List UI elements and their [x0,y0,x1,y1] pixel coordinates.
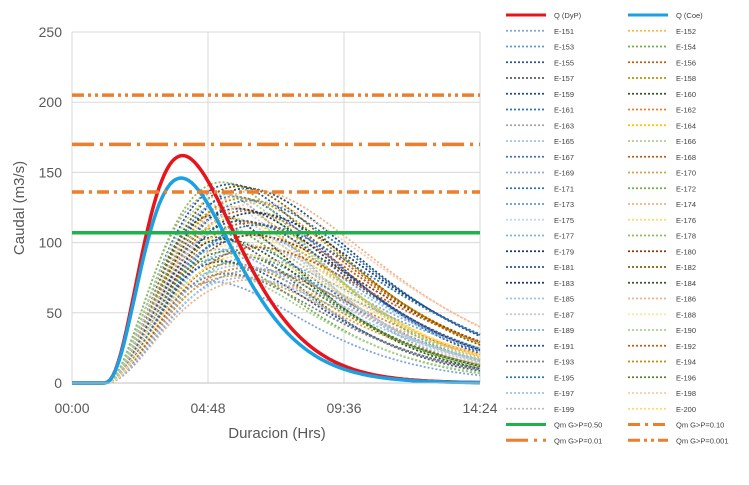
legend-label: E-189 [554,326,574,335]
x-tick-label: 00:00 [54,400,89,416]
legend-label: E-154 [676,43,696,52]
legend: Q (DyP) Q (Coe) E-151 E-152 E-153 E-154 E-155 E… [506,11,729,445]
x-tick-label: 14:24 [462,400,497,416]
ensemble-line [72,242,481,384]
x-tick-label: 09:36 [326,400,361,416]
legend-label: E-184 [676,279,696,288]
legend-label: E-194 [676,358,696,367]
y-tick-label: 250 [39,24,63,40]
x-axis-label: Duracion (Hrs) [228,425,326,442]
y-tick-label: 150 [39,164,63,180]
legend-label: E-170 [676,169,696,178]
legend-label: E-180 [676,247,696,256]
ensemble-line [72,189,481,384]
legend-label: E-159 [554,90,574,99]
legend-label: Q (DyP) [554,11,582,20]
ensemble-line [72,280,481,384]
series-line [72,176,480,385]
ensemble-line [72,268,481,384]
ensemble-line [72,193,481,384]
legend-label: E-151 [554,27,574,36]
legend-label: E-173 [554,200,574,209]
legend-label: E-167 [554,153,574,162]
legend-label: E-171 [554,184,574,193]
legend-label: E-169 [554,169,574,178]
legend-label: E-177 [554,232,574,241]
x-tick-label: 04:48 [190,400,225,416]
legend-label: E-166 [676,137,696,146]
plot-area [72,93,481,385]
legend-label: E-192 [676,342,696,351]
legend-label: E-156 [676,58,696,67]
y-tick-label: 0 [54,375,62,391]
legend-label: E-160 [676,90,696,99]
axes: 0 50 100 150 200 250 00:00 04:48 09:36 14:24 [39,24,498,416]
legend-label: E-187 [554,310,574,319]
legend-label: E-152 [676,27,696,36]
legend-label: E-172 [676,184,696,193]
legend-label: E-155 [554,58,574,67]
ensemble-line [72,224,481,384]
legend-label: E-179 [554,247,574,256]
legend-label: E-197 [554,389,574,398]
legend-label: E-163 [554,121,574,130]
ensemble-line [72,215,481,384]
y-tick-label: 50 [46,305,62,321]
legend-label: Qm G>P=0.001 [676,436,729,445]
legend-label: E-200 [676,405,696,414]
legend-label: E-176 [676,216,696,225]
legend-label: E-195 [554,373,574,382]
legend-label: E-174 [676,200,696,209]
legend-label: E-153 [554,43,574,52]
legend-label: E-191 [554,342,574,351]
legend-label: E-181 [554,263,574,272]
legend-label: Qm G>P=0.01 [554,436,602,445]
ensemble-line [72,191,481,384]
legend-label: E-199 [554,405,574,414]
legend-label: E-164 [676,121,696,130]
legend-label: E-190 [676,326,696,335]
ensemble-line [72,246,481,384]
y-tick-label: 200 [39,94,63,110]
ensemble-line [72,220,481,384]
legend-label: E-161 [554,106,574,115]
legend-label: E-182 [676,263,696,272]
ensemble-line [72,205,481,384]
legend-label: E-193 [554,358,574,367]
y-tick-label: 100 [39,235,63,251]
legend-label: E-165 [554,137,574,146]
legend-label: E-178 [676,232,696,241]
legend-label: E-188 [676,310,696,319]
ensemble-line [72,199,481,384]
legend-label: E-186 [676,295,696,304]
legend-label: E-157 [554,74,574,83]
legend-label: Qm G>P=0.10 [676,421,724,430]
legend-label: E-168 [676,153,696,162]
legend-label: E-196 [676,373,696,382]
legend-label: E-185 [554,295,574,304]
legend-label: E-198 [676,389,696,398]
y-axis-label: Caudal (m3/s) [11,161,28,255]
legend-label: E-183 [554,279,574,288]
ensemble-line [72,226,481,384]
legend-label: E-158 [676,74,696,83]
legend-label: E-175 [554,216,574,225]
ensemble-line [72,270,481,384]
ensemble-line [72,195,481,384]
legend-label: E-162 [676,106,696,115]
ensemble-line [72,181,481,384]
ensemble-line [72,197,481,384]
legend-label: Qm G>P=0.50 [554,421,602,430]
ensemble-line [72,234,481,384]
ensemble-line [72,185,481,384]
legend-label: Q (Coe) [676,11,703,20]
